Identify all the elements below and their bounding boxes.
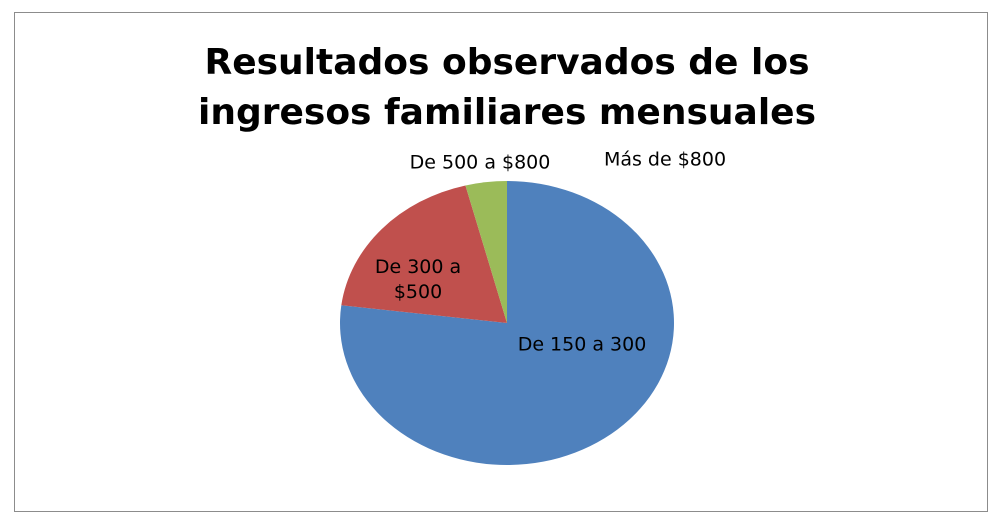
slice-label: De 300 a $500 (374, 256, 462, 303)
pie-slice (340, 181, 675, 465)
slice-label: Más de $800 (603, 148, 727, 171)
pie-slice (341, 185, 507, 323)
chart-title: Resultados observados de los ingresos fa… (197, 42, 817, 133)
slice-label: De 150 a 300 (517, 333, 647, 356)
slice-label: De 500 a $800 (409, 151, 551, 174)
pie-slice (465, 181, 507, 323)
